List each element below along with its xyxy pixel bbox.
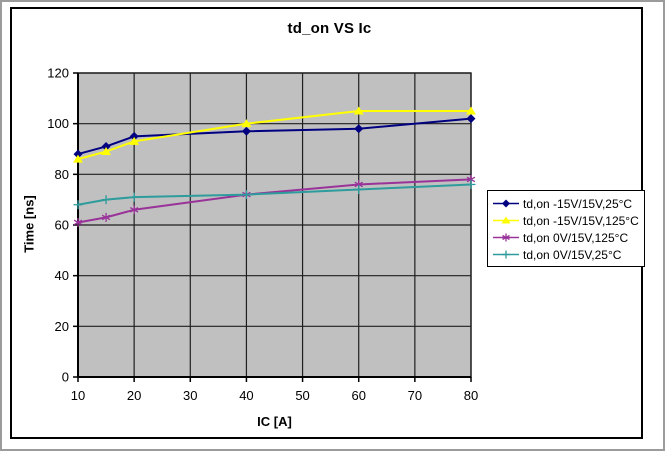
asterisk-marker-icon [502, 233, 510, 242]
plus-marker-icon [493, 250, 519, 259]
plus-marker-icon [129, 192, 139, 202]
series-line-1 [77, 110, 471, 161]
x-tick-label: 60 [351, 388, 365, 403]
y-tick-label: 120 [47, 66, 69, 81]
legend-item: td,on 0V/15V,125°C [492, 229, 642, 246]
triangle-marker-icon [101, 147, 112, 156]
series-line-2 [77, 178, 472, 224]
x-tick-label: 20 [127, 388, 141, 403]
x-tick-label: 80 [464, 388, 478, 403]
triangle-marker-icon [353, 106, 364, 115]
y-tick-label: 60 [55, 218, 69, 233]
x-tick-label: 40 [239, 388, 253, 403]
diamond-marker-icon [129, 131, 139, 141]
y-tick-label: 40 [55, 268, 69, 283]
y-tick-label: 0 [62, 370, 69, 385]
plus-marker-icon [101, 195, 111, 205]
triangle-marker-icon [73, 154, 83, 163]
legend-label: td,on 0V/15V,25°C [523, 247, 622, 262]
plus-marker-icon [241, 190, 251, 200]
legend-label: td,on -15V/15V,125°C [523, 213, 639, 228]
legend-item: td,on 0V/15V,25°C [492, 246, 642, 263]
triangle-marker-icon [129, 136, 140, 145]
plus-marker-icon [354, 185, 364, 195]
legend-label: td,on -15V/15V,25°C [523, 196, 633, 211]
asterisk-marker-icon [493, 233, 519, 242]
y-tick-label: 100 [47, 116, 69, 131]
diamond-marker-icon [73, 149, 83, 159]
legend: td,on -15V/15V,25°C td,on -15V/15V,125°C… [487, 190, 645, 267]
legend-item: td,on -15V/15V,125°C [492, 212, 642, 229]
diamond-marker-icon [466, 114, 476, 124]
plus-marker-icon [502, 250, 510, 259]
triangle-marker-icon [501, 216, 511, 224]
legend-label: td,on 0V/15V,125°C [523, 230, 629, 245]
triangle-marker-icon [466, 106, 476, 115]
x-tick-label: 10 [71, 388, 85, 403]
x-axis-title: IC [A] [257, 414, 292, 429]
series-line-0 [77, 117, 472, 156]
triangle-marker-icon [493, 216, 519, 224]
x-tick-label: 50 [295, 388, 309, 403]
x-tick-label: 70 [408, 388, 422, 403]
diamond-marker-icon [101, 141, 111, 151]
legend-item: td,on -15V/15V,25°C [492, 195, 642, 212]
series-line-3 [77, 183, 472, 206]
x-tick-label: 30 [183, 388, 197, 403]
triangle-marker-icon [241, 119, 252, 128]
plus-marker-icon [73, 200, 83, 210]
asterisk-marker-icon [129, 205, 139, 215]
diamond-marker-icon [502, 199, 510, 208]
asterisk-marker-icon [101, 212, 111, 222]
asterisk-marker-icon [73, 217, 83, 227]
plus-marker-icon [466, 179, 476, 189]
y-tick-label: 80 [55, 167, 69, 182]
chart-title: td_on VS Ic [287, 20, 372, 37]
y-tick-label: 20 [55, 319, 69, 334]
diamond-marker-icon [354, 124, 364, 134]
diamond-marker-icon [493, 199, 519, 208]
